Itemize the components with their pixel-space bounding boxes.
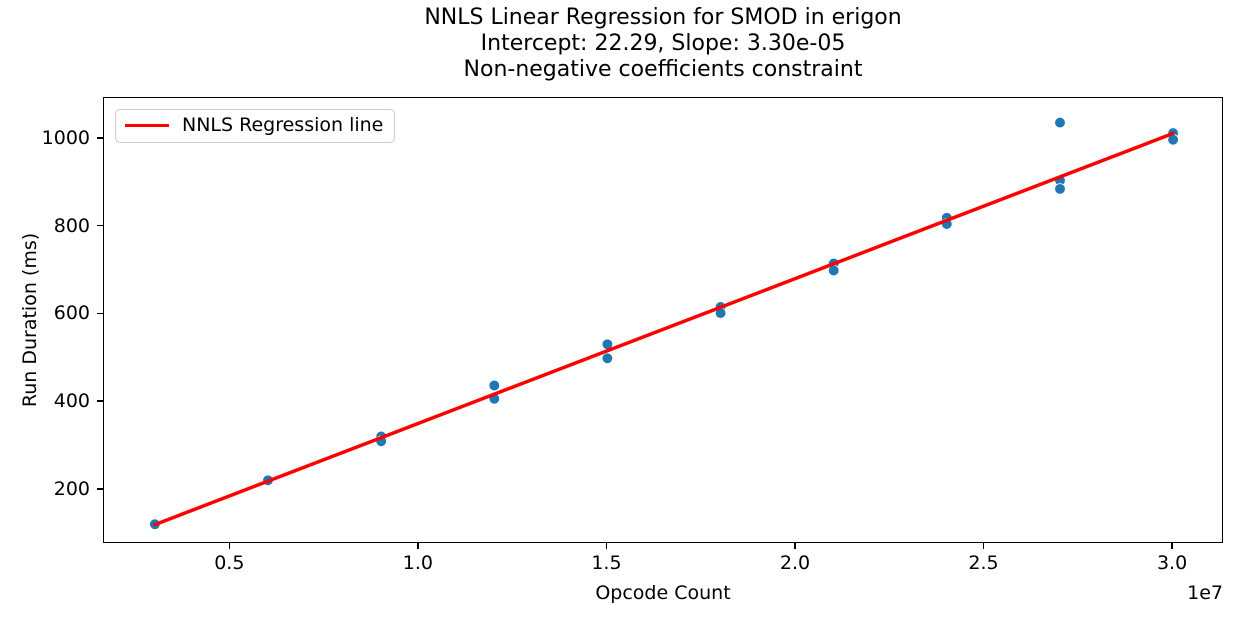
scatter-point bbox=[1054, 116, 1066, 129]
y-tick-label: 200 bbox=[53, 478, 90, 500]
legend-label: NNLS Regression line bbox=[182, 114, 384, 136]
chart-title-line-3: Non-negative coefficients constraint bbox=[463, 57, 863, 82]
scatter-point bbox=[488, 379, 500, 392]
y-tick-mark bbox=[97, 224, 103, 227]
y-tick-mark bbox=[97, 400, 103, 402]
legend: NNLS Regression line bbox=[115, 109, 396, 143]
plot-canvas bbox=[149, 116, 1179, 530]
x-tick-mark bbox=[794, 543, 796, 549]
x-tick-label: 1.0 bbox=[402, 552, 433, 574]
x-tick-mark bbox=[982, 543, 985, 549]
x-tick-mark bbox=[1171, 543, 1173, 549]
y-tick-label: 800 bbox=[53, 214, 90, 237]
legend-line-swatch bbox=[125, 123, 169, 128]
x-tick-label: 1.5 bbox=[591, 552, 622, 574]
chart-title-line-1: NNLS Linear Regression for SMOD in erigo… bbox=[424, 5, 902, 30]
x-axis-offset-label: 1e7 bbox=[1187, 582, 1223, 604]
y-tick-label: 1000 bbox=[41, 126, 90, 149]
y-tick-mark bbox=[97, 137, 103, 139]
x-tick-label: 3.0 bbox=[1156, 552, 1188, 574]
chart-title-line-2: Intercept: 22.29, Slope: 3.30e-05 bbox=[480, 31, 846, 56]
plot-area: NNLS Regression line bbox=[103, 97, 1223, 543]
y-axis-label: Run Duration (ms) bbox=[19, 232, 41, 408]
regression-line bbox=[153, 131, 1175, 527]
y-tick-mark bbox=[97, 488, 103, 490]
scatter-point bbox=[601, 352, 614, 364]
y-tick-mark bbox=[97, 312, 103, 315]
x-axis-label: Opcode Count bbox=[595, 582, 731, 604]
scatter-point bbox=[1054, 183, 1066, 195]
x-tick-mark bbox=[605, 543, 608, 549]
x-tick-label: 2.0 bbox=[779, 552, 811, 574]
x-tick-mark bbox=[417, 543, 419, 549]
y-tick-label: 400 bbox=[53, 390, 90, 413]
x-tick-mark bbox=[228, 543, 231, 549]
y-tick-label: 600 bbox=[53, 302, 90, 325]
x-tick-label: 2.5 bbox=[968, 552, 999, 574]
x-tick-label: 0.5 bbox=[214, 552, 245, 574]
chart-title: NNLS Linear Regression for SMOD in erigo… bbox=[103, 5, 1223, 83]
